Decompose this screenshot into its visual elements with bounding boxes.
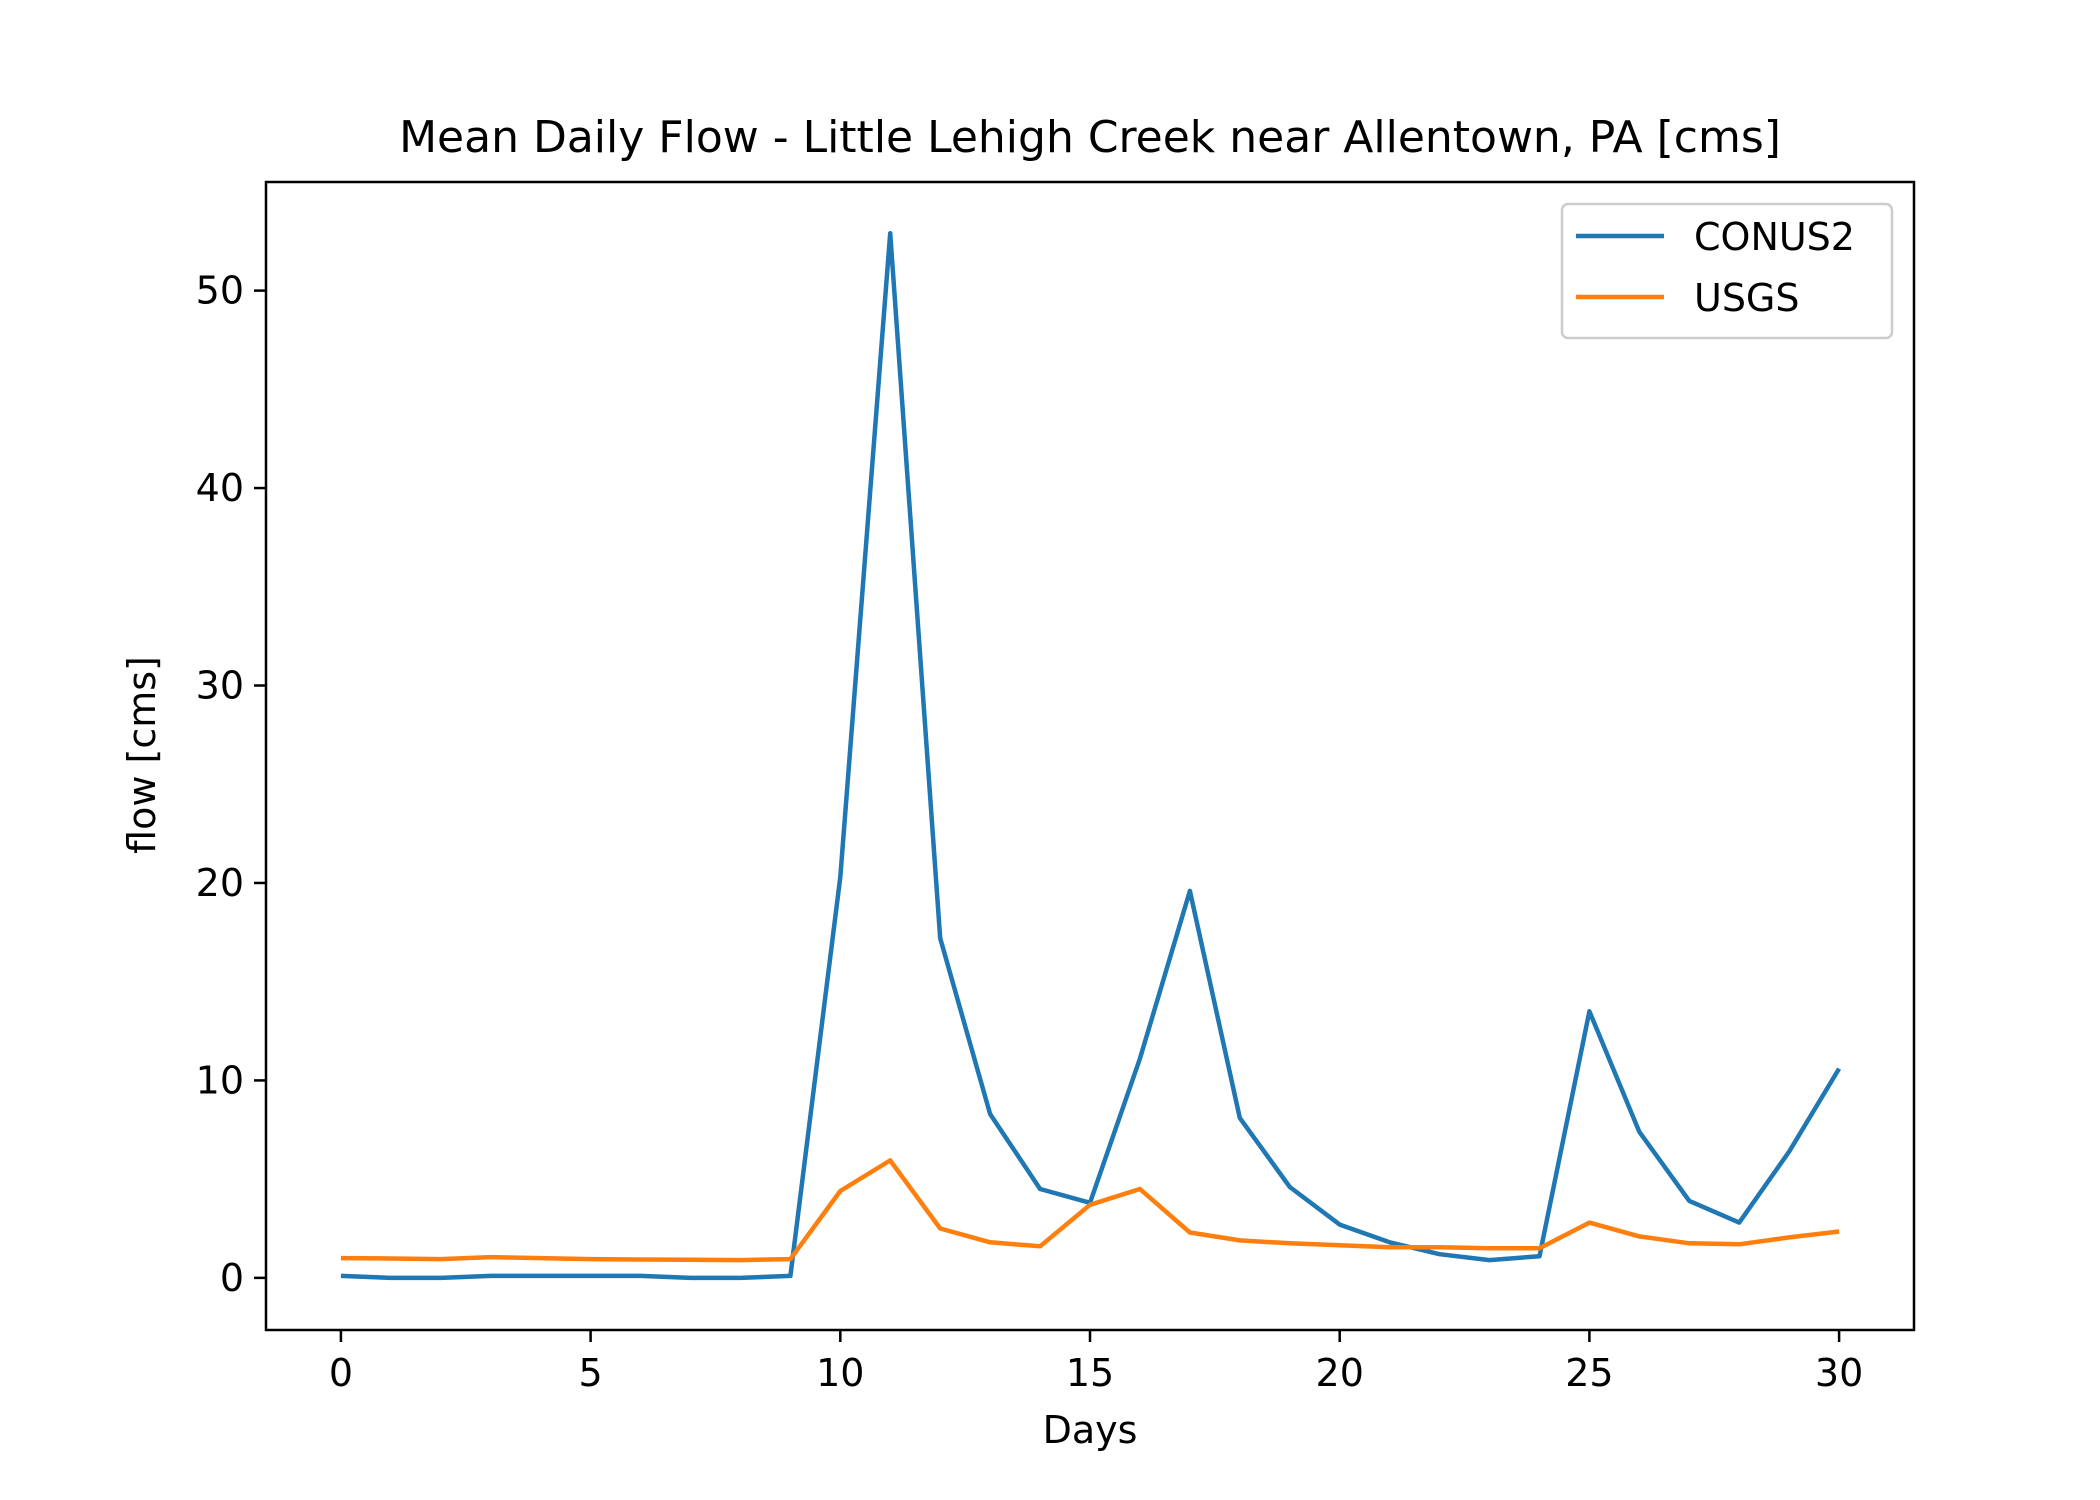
plot-area [264,180,1916,1332]
y-tick-label: 20 [196,861,244,905]
y-tick-label: 30 [196,664,244,708]
y-axis-label: flow [cms] [120,656,164,854]
chart-title: Mean Daily Flow - Little Lehigh Creek ne… [399,112,1781,163]
series-line-conus2 [340,231,1842,1281]
x-tick-label: 30 [1815,1351,1863,1395]
x-tick-label: 5 [579,1351,603,1395]
axes-frame [264,180,1916,1332]
y-tick-label: 40 [196,466,244,510]
x-tick-label: 25 [1565,1351,1613,1395]
y-tick-label: 10 [196,1058,244,1102]
legend-label-usgs: USGS [1694,276,1800,320]
series-line-usgs [340,1158,1840,1263]
y-tick-label: 50 [196,269,244,313]
y-axis-ticks: 0 10 20 30 40 50 [196,269,266,1300]
x-tick-label: 15 [1066,1351,1114,1395]
x-tick-label: 0 [329,1351,353,1395]
x-axis-ticks: 0 5 10 15 20 25 30 [329,1330,1863,1395]
x-tick-label: 10 [816,1351,864,1395]
y-tick-label: 0 [220,1256,244,1300]
x-axis-label: Days [1043,1408,1138,1452]
x-tick-label: 20 [1316,1351,1364,1395]
series-layer [340,231,1842,1281]
legend-label-conus2: CONUS2 [1694,215,1855,259]
legend: CONUS2 USGS [1560,202,1894,340]
